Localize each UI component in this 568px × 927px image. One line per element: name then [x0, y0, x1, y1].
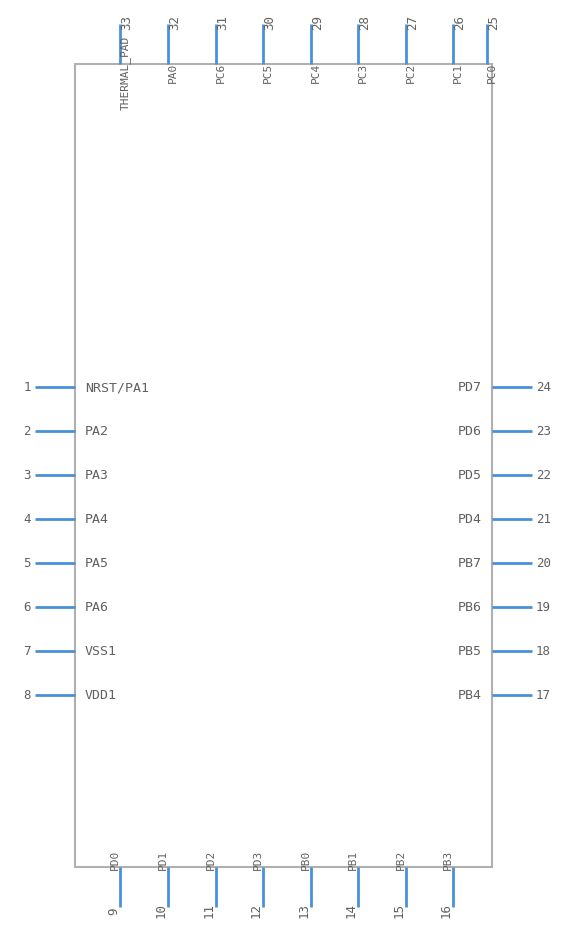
Text: PB1: PB1: [348, 849, 358, 870]
Text: PB4: PB4: [458, 689, 482, 702]
Text: 10: 10: [155, 903, 168, 918]
Text: 27: 27: [406, 15, 419, 30]
Text: PD3: PD3: [253, 849, 263, 870]
Bar: [75, 65, 492, 867]
Text: 22: 22: [536, 469, 551, 482]
Text: 20: 20: [536, 557, 551, 570]
Text: 17: 17: [536, 689, 551, 702]
Text: PA5: PA5: [85, 557, 109, 570]
Text: 21: 21: [536, 513, 551, 526]
Text: PB5: PB5: [458, 645, 482, 658]
Text: PB2: PB2: [396, 849, 406, 870]
Text: 5: 5: [23, 557, 31, 570]
Text: PC1: PC1: [453, 63, 463, 83]
Text: 14: 14: [345, 903, 358, 918]
Text: 31: 31: [216, 15, 229, 30]
Text: 25: 25: [487, 15, 500, 30]
Text: NRST/PA1: NRST/PA1: [85, 381, 149, 394]
Text: 33: 33: [120, 15, 133, 30]
Text: PD5: PD5: [458, 469, 482, 482]
Text: PB3: PB3: [443, 849, 453, 870]
Text: PD1: PD1: [158, 849, 168, 870]
Text: PB6: PB6: [458, 601, 482, 614]
Text: PD2: PD2: [206, 849, 216, 870]
Text: 23: 23: [536, 425, 551, 438]
Text: 6: 6: [23, 601, 31, 614]
Text: 24: 24: [536, 381, 551, 394]
Text: PA2: PA2: [85, 425, 109, 438]
Text: PA3: PA3: [85, 469, 109, 482]
Text: 8: 8: [23, 689, 31, 702]
Text: 32: 32: [168, 15, 181, 30]
Text: PC0: PC0: [487, 63, 497, 83]
Text: 15: 15: [393, 903, 406, 918]
Text: PA0: PA0: [168, 63, 178, 83]
Text: PB7: PB7: [458, 557, 482, 570]
Text: PA4: PA4: [85, 513, 109, 526]
Text: PC3: PC3: [358, 63, 368, 83]
Text: PC6: PC6: [216, 63, 226, 83]
Text: PD4: PD4: [458, 513, 482, 526]
Text: PC5: PC5: [263, 63, 273, 83]
Text: 28: 28: [358, 15, 371, 30]
Text: 11: 11: [203, 903, 216, 918]
Text: THERMAL_PAD: THERMAL_PAD: [120, 36, 131, 110]
Text: 18: 18: [536, 645, 551, 658]
Text: PC2: PC2: [406, 63, 416, 83]
Text: 3: 3: [23, 469, 31, 482]
Text: 16: 16: [440, 903, 453, 918]
Text: PD6: PD6: [458, 425, 482, 438]
Text: 2: 2: [23, 425, 31, 438]
Text: PB0: PB0: [301, 849, 311, 870]
Text: 1: 1: [23, 381, 31, 394]
Text: VDD1: VDD1: [85, 689, 117, 702]
Text: 4: 4: [23, 513, 31, 526]
Text: 29: 29: [311, 15, 324, 30]
Text: 13: 13: [298, 903, 311, 918]
Text: 26: 26: [453, 15, 466, 30]
Text: 19: 19: [536, 601, 551, 614]
Text: VSS1: VSS1: [85, 645, 117, 658]
Text: 12: 12: [250, 903, 263, 918]
Text: PC4: PC4: [311, 63, 321, 83]
Text: PD0: PD0: [110, 849, 120, 870]
Text: PA6: PA6: [85, 601, 109, 614]
Text: 9: 9: [107, 907, 120, 914]
Text: 30: 30: [263, 15, 276, 30]
Text: PD7: PD7: [458, 381, 482, 394]
Text: 7: 7: [23, 645, 31, 658]
